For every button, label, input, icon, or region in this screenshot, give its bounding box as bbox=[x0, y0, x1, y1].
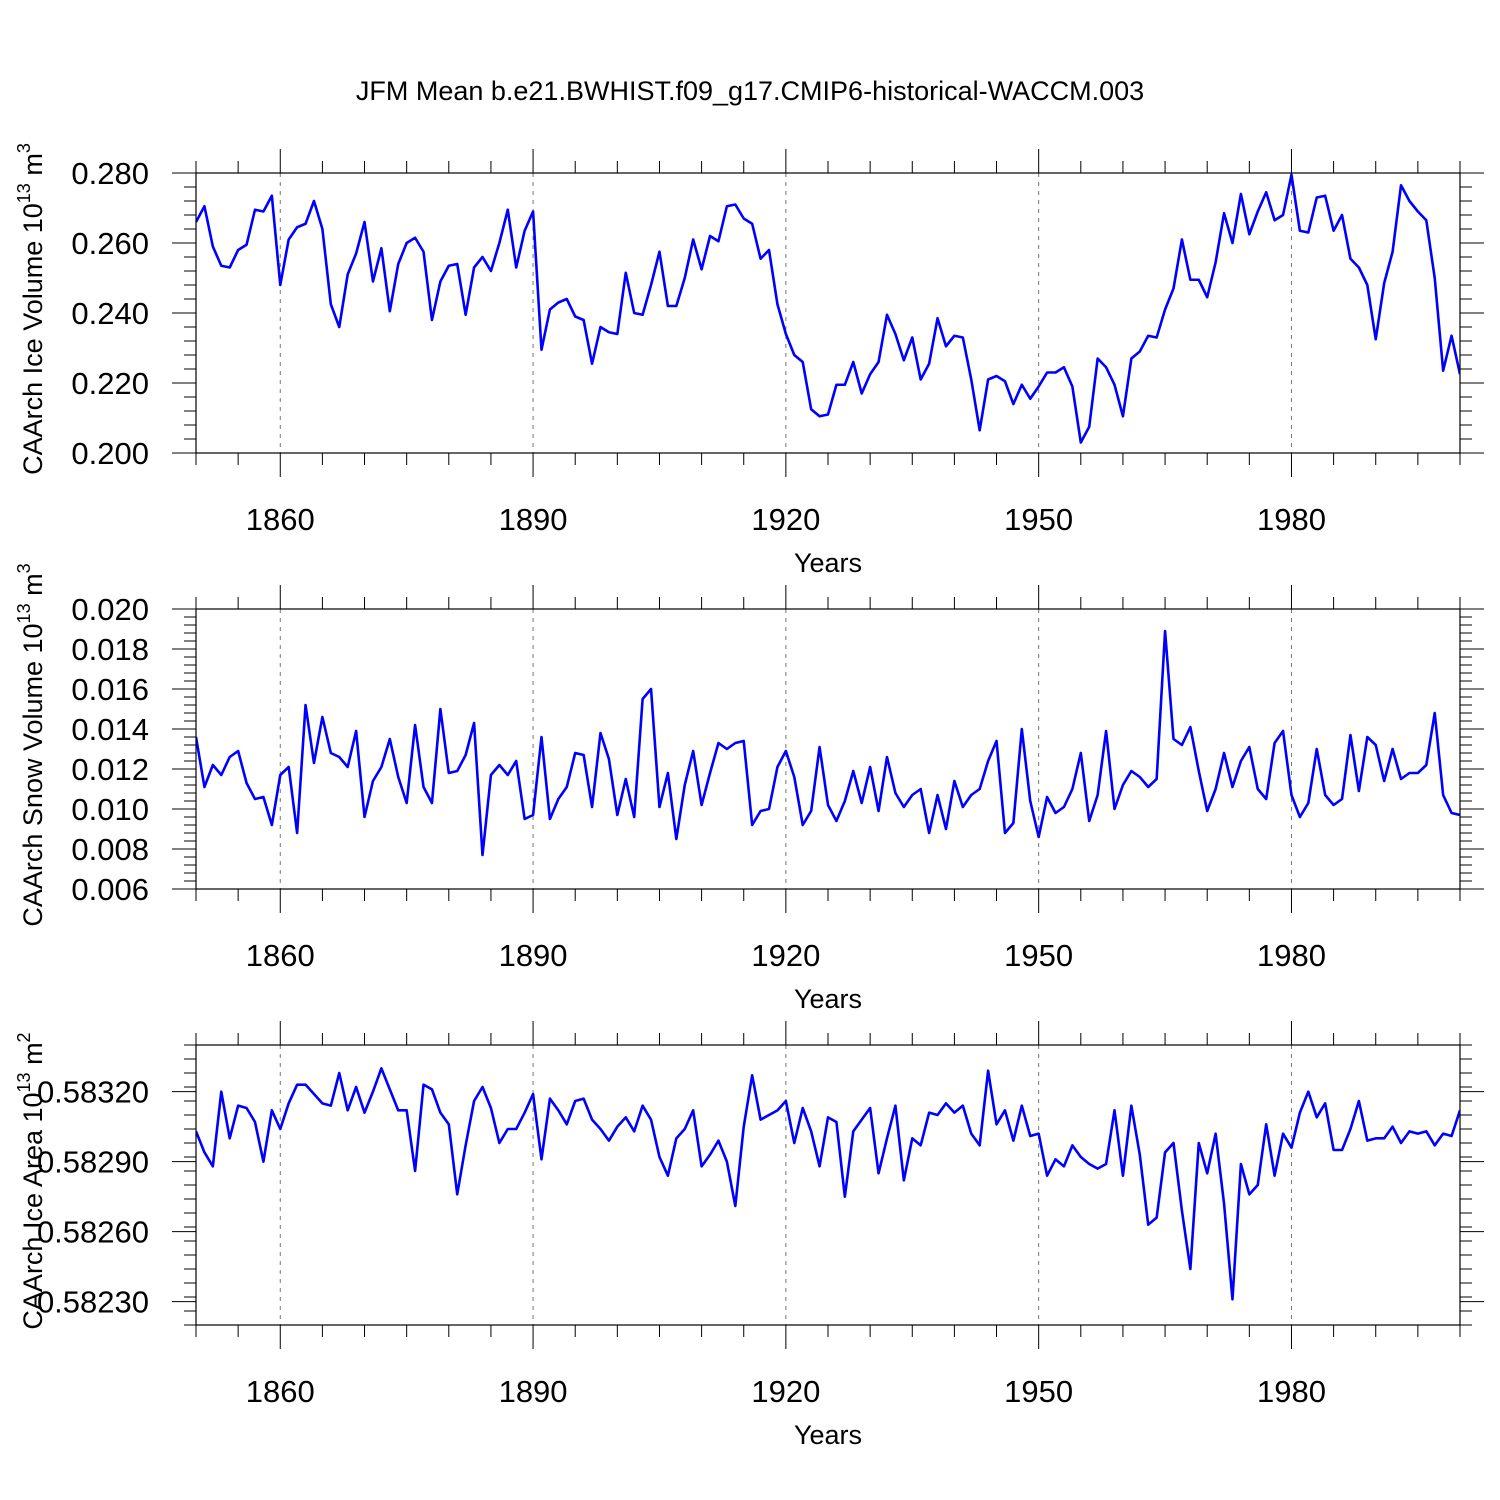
panel-2: 0.006 0.008 0.010 0.012 0.014 0.016 0.018 0.020… bbox=[14, 563, 1484, 1014]
y-tick-label: 0.58260 bbox=[37, 1215, 149, 1250]
x-axis-label: Years bbox=[794, 548, 862, 578]
y-tick-label: 0.200 bbox=[71, 436, 149, 471]
y-axis-label: CAArch Ice Area 1013 m2 bbox=[14, 1032, 48, 1329]
y-tick-label: 0.58320 bbox=[37, 1075, 149, 1110]
x-tick-label: 1920 bbox=[751, 938, 820, 973]
y-tick-label: 0.260 bbox=[71, 226, 149, 261]
y-tick-label: 0.58290 bbox=[37, 1145, 149, 1180]
y-tick-label: 0.220 bbox=[71, 366, 149, 401]
y-axis-label: CAArch Ice Volume 1013 m3 bbox=[14, 143, 48, 475]
x-tick-label: 1950 bbox=[1004, 938, 1073, 973]
x-tick-label: 1860 bbox=[246, 1374, 315, 1409]
y-tick-label: 0.014 bbox=[71, 712, 149, 747]
x-tick-label: 1890 bbox=[499, 502, 568, 537]
x-tick-label: 1920 bbox=[751, 1374, 820, 1409]
plot-frame bbox=[195, 172, 1461, 454]
series-line-caarch-ice-volume bbox=[196, 173, 1460, 444]
y-tick-label: 0.240 bbox=[71, 296, 149, 331]
y-tick-label: 0.006 bbox=[71, 872, 149, 907]
x-tick-label: 1980 bbox=[1257, 502, 1326, 537]
x-tick-label: 1890 bbox=[499, 938, 568, 973]
y-tick-label: 0.010 bbox=[71, 792, 149, 827]
chart-title: JFM Mean b.e21.BWHIST.f09_g17.CMIP6-hist… bbox=[356, 76, 1144, 106]
panel-1: 0.200 0.220 0.240 0.260 0.280 1860 1890 1920 195… bbox=[14, 143, 1484, 578]
x-tick-label: 1890 bbox=[499, 1374, 568, 1409]
x-axis-label: Years bbox=[794, 1420, 862, 1450]
y-axis-label: CAArch Snow Volume 1013 m3 bbox=[14, 563, 48, 926]
y-tick-label: 0.280 bbox=[71, 156, 149, 191]
y-tick-label: 0.018 bbox=[71, 632, 149, 667]
plot-frame bbox=[195, 608, 1461, 890]
x-tick-label: 1860 bbox=[246, 938, 315, 973]
x-tick-label: 1950 bbox=[1004, 1374, 1073, 1409]
x-axis-label: Years bbox=[794, 984, 862, 1014]
y-tick-label: 0.58230 bbox=[37, 1285, 149, 1320]
y-tick-label: 0.016 bbox=[71, 672, 149, 707]
x-tick-label: 1920 bbox=[751, 502, 820, 537]
x-tick-label: 1860 bbox=[246, 502, 315, 537]
panel-3: 0.58230 0.58260 0.58290 0.58320 1860 1890 1920… bbox=[14, 1021, 1484, 1450]
series-line-caarch-snow-volume bbox=[196, 629, 1460, 857]
x-tick-label: 1980 bbox=[1257, 1374, 1326, 1409]
plot-frame bbox=[195, 1044, 1461, 1326]
y-tick-label: 0.012 bbox=[71, 752, 149, 787]
x-tick-label: 1950 bbox=[1004, 502, 1073, 537]
x-tick-label: 1980 bbox=[1257, 938, 1326, 973]
y-tick-label: 0.008 bbox=[71, 832, 149, 867]
y-tick-label: 0.020 bbox=[71, 592, 149, 627]
series-line-caarch-ice-area bbox=[196, 1067, 1460, 1301]
